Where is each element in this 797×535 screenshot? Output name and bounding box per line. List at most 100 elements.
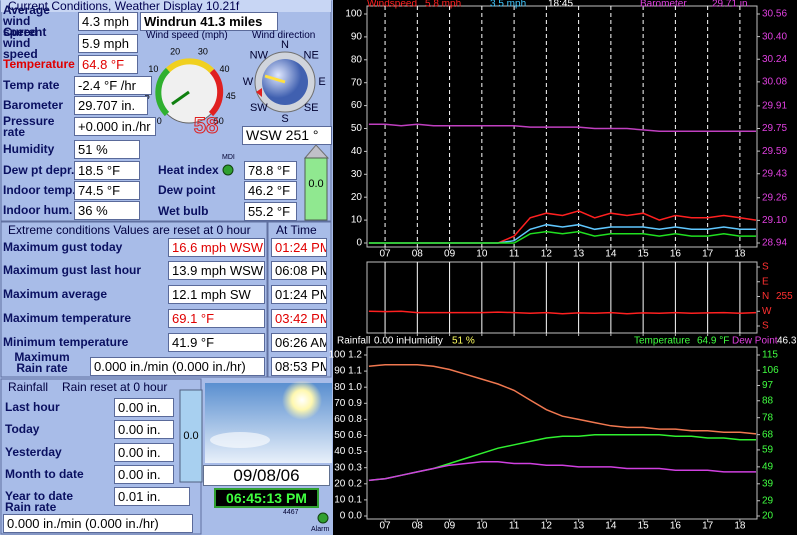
field-time: 01:24 PM	[271, 285, 327, 304]
y-tick-label: 70	[351, 77, 363, 88]
field-value: 0.000 in./min (0.000 in./hr)	[90, 357, 265, 376]
field-label: Maximum gust last hour	[3, 263, 142, 277]
y-tick-label: 29.43	[762, 168, 787, 179]
chart-header: Humidity	[404, 336, 443, 347]
field-value: -2.4 °F /hr	[74, 76, 152, 95]
conditions-panel: Current Conditions, Weather Display 10.2…	[0, 0, 333, 535]
y-tick-label: 49	[762, 461, 774, 472]
chart-header: 5.8 mph	[425, 0, 461, 10]
y-tick-label: 40 0.5	[334, 446, 362, 457]
y-tick-label: 29.10	[762, 215, 787, 226]
alarm-label: Alarm	[311, 526, 330, 533]
series-line	[368, 461, 756, 482]
gauge-tick-label: 45	[226, 91, 236, 101]
field-label: Yesterday	[5, 445, 62, 459]
section-frame	[267, 221, 332, 378]
field-label: Maximum temperature	[3, 311, 132, 325]
field-value: 13.9 mph WSW	[168, 261, 265, 280]
field-time: 01:24 PM	[271, 238, 327, 257]
y-tick-label: 90	[351, 32, 363, 43]
field-value: 29.707 in.	[74, 96, 148, 115]
field-label: Month to date	[5, 467, 84, 481]
field-label: Maximum gust today	[3, 240, 123, 254]
field-label: Wet bulb	[158, 204, 209, 218]
series-line	[368, 363, 757, 435]
y-tick-label: 0	[356, 238, 362, 249]
series-line	[368, 230, 756, 244]
chart-header: Barometer	[640, 0, 687, 10]
counter: 4467	[283, 509, 299, 516]
y-tick-label: 90 1.1	[334, 366, 362, 377]
chart-header: 64.9 °F	[697, 336, 729, 347]
y-tick-label: 39	[762, 478, 774, 489]
field-value: 0.00 in.	[114, 465, 174, 484]
field-label: Dew point	[158, 183, 216, 197]
y-tick-label: 70 0.9	[334, 398, 362, 409]
rain-gauge-value: 0.0	[183, 430, 199, 442]
y-tick-label: 59	[762, 445, 774, 456]
x-tick-label: 13	[573, 521, 585, 532]
plot-area	[366, 261, 758, 334]
x-tick-label: 07	[380, 521, 392, 532]
alarm-light	[317, 512, 329, 524]
compass-point: SE	[304, 102, 319, 114]
field-value: 4.3 mph	[78, 12, 138, 31]
chart-header: 0.00 in.	[374, 336, 407, 347]
y-tick-label: 20	[351, 192, 363, 203]
field-value: 0.00 in.	[114, 420, 174, 439]
compass	[254, 51, 316, 113]
y-tick-label: 30.24	[762, 54, 787, 65]
x-tick-label: 12	[541, 521, 553, 532]
series-line	[368, 310, 757, 315]
y-tick-label: 30 0.3	[334, 462, 362, 473]
y-tick-label: 20 0.2	[334, 478, 362, 489]
gauge-band	[165, 58, 215, 74]
x-tick-label: 13	[573, 249, 585, 260]
date: 09/08/06	[203, 465, 330, 486]
compass-point: W	[243, 76, 254, 88]
field-value: 0.01 in.	[114, 487, 190, 506]
y-tick-label: 97	[762, 380, 774, 391]
x-tick-label: 14	[605, 521, 617, 532]
field-label: Maximum average	[3, 287, 108, 301]
field-label: Maximum Rain rate	[14, 350, 70, 375]
chart-header: Windspeed	[367, 0, 417, 10]
direction-readout: WSW 251 °	[242, 126, 332, 145]
x-tick-label: 16	[670, 249, 682, 260]
gauge-tick-label: 30	[198, 47, 208, 57]
compass-point: E	[318, 76, 325, 88]
x-tick-label: 17	[702, 521, 714, 532]
y-tick-label: 115	[762, 350, 778, 361]
field-value: 5.9 mph	[78, 34, 138, 53]
field-value: 51 %	[74, 140, 140, 159]
sun	[282, 380, 322, 420]
y-tick-label: 50	[351, 123, 363, 134]
y-tick-label: 0 0.0	[340, 511, 363, 522]
field-label: Today	[5, 422, 40, 436]
title-bar	[1, 0, 331, 12]
y-tick-label: 100 1.2	[329, 350, 363, 361]
direction-marker	[256, 88, 262, 97]
field-label: Dew pt depr.	[3, 163, 75, 177]
gauge-needle	[171, 90, 190, 106]
field-label: Indoor hum.	[3, 203, 73, 217]
x-tick-label: 18	[734, 249, 746, 260]
y-tick-label: 29.91	[762, 101, 787, 112]
chart-header: Temperature	[634, 336, 691, 347]
field-time: 03:42 PM	[271, 309, 327, 328]
x-tick-label: 09	[444, 521, 456, 532]
field-value: 55.2 °F	[244, 202, 297, 221]
y-tick-label: E	[762, 276, 769, 287]
compass-point: S	[281, 113, 288, 125]
y-tick-label: 28.94	[762, 238, 787, 249]
x-tick-label: 09	[444, 249, 456, 260]
gauge-band	[208, 68, 224, 117]
x-tick-label: 08	[412, 521, 424, 532]
chart-header: 3.5 mph	[490, 0, 526, 10]
x-tick-label: 12	[541, 249, 553, 260]
y-tick-label: 30.56	[762, 9, 787, 20]
y-tick-label: N	[762, 291, 769, 302]
y-tick-label: 10	[351, 215, 363, 226]
field-label: Pressure rate	[3, 113, 55, 139]
